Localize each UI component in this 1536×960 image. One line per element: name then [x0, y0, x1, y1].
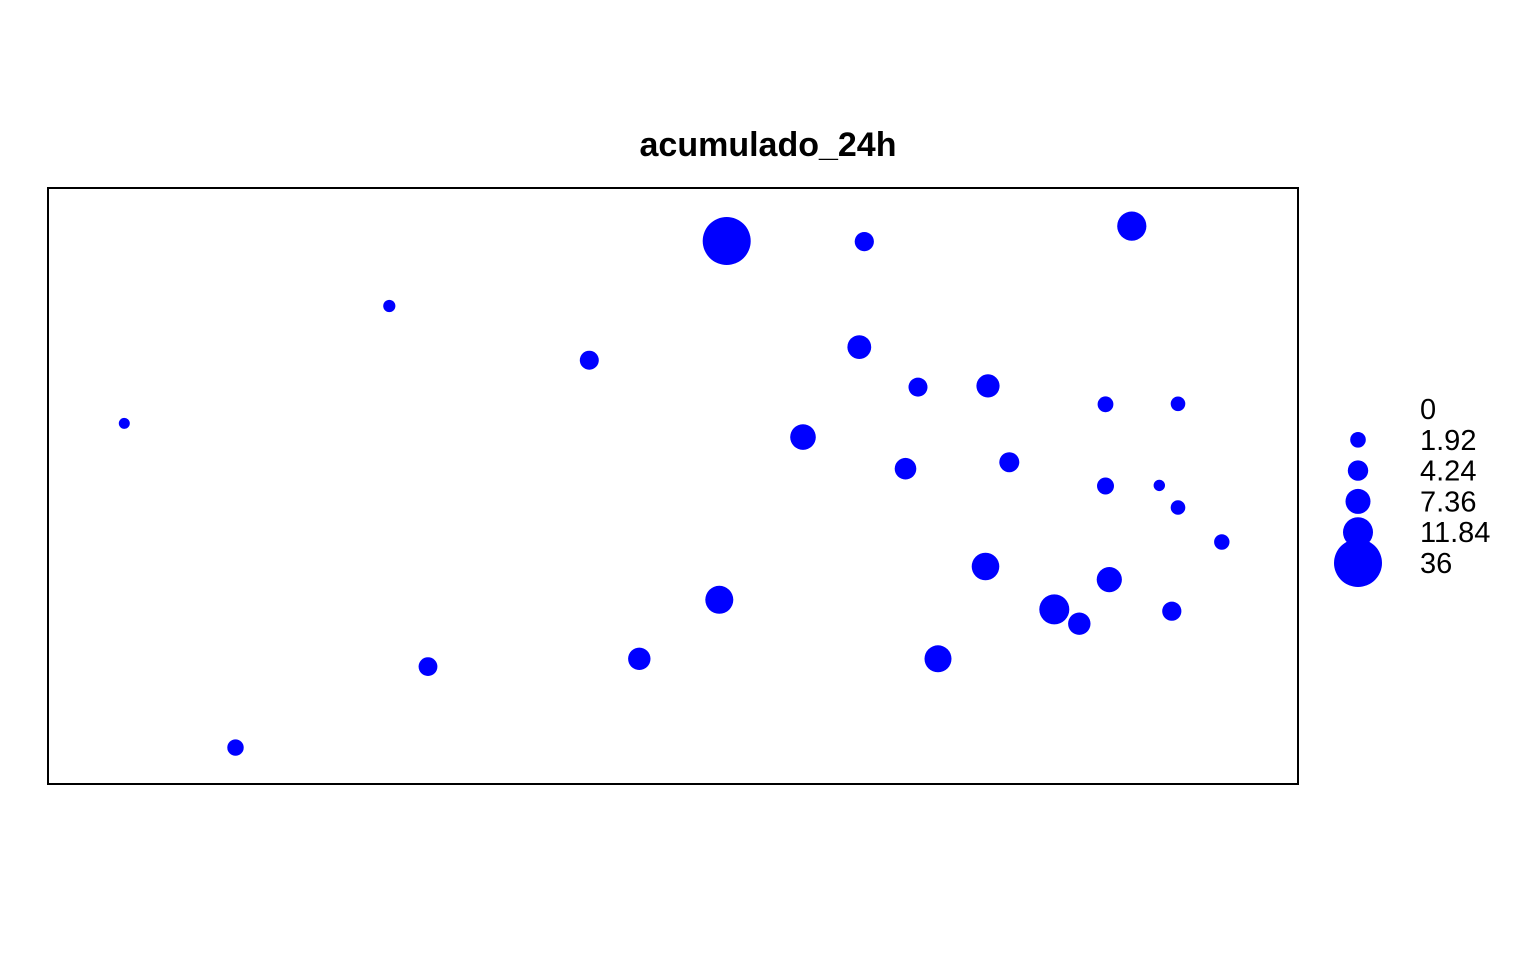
- data-point: [1068, 612, 1091, 635]
- data-point: [924, 645, 952, 673]
- data-point: [971, 552, 1000, 581]
- data-point: [790, 424, 816, 450]
- data-point: [894, 457, 917, 480]
- data-point: [1214, 534, 1230, 550]
- data-point: [1096, 567, 1122, 593]
- data-point: [628, 647, 651, 670]
- data-point: [579, 350, 599, 370]
- legend-label: 1.92: [1420, 425, 1476, 457]
- legend-symbol: [1343, 517, 1373, 548]
- data-point: [1039, 594, 1070, 625]
- legend-symbol: [1345, 488, 1371, 514]
- data-point: [1117, 211, 1147, 241]
- data-point: [1097, 396, 1114, 413]
- data-point: [976, 374, 1000, 398]
- data-point: [227, 739, 244, 756]
- data-point: [1153, 479, 1166, 492]
- legend-symbol: [1350, 432, 1366, 448]
- legend-symbol: [1334, 539, 1382, 587]
- chart-title: acumulado_24h: [640, 126, 897, 164]
- data-point: [702, 217, 751, 265]
- data-point: [705, 585, 734, 614]
- data-point: [908, 377, 928, 397]
- legend-label: 7.36: [1420, 486, 1476, 518]
- data-point: [418, 657, 438, 676]
- data-point: [854, 232, 874, 252]
- plot-frame: [47, 187, 1299, 785]
- data-point: [1170, 396, 1186, 412]
- legend-label: 36: [1420, 548, 1452, 580]
- data-point: [999, 452, 1020, 473]
- data-point: [383, 299, 396, 313]
- data-point: [1097, 477, 1114, 495]
- data-point: [118, 417, 130, 429]
- data-points-layer: [118, 211, 1230, 756]
- data-point: [1162, 601, 1182, 621]
- data-point: [1170, 500, 1186, 515]
- legend-label: 0: [1420, 394, 1436, 426]
- legend-label: 11.84: [1420, 517, 1490, 549]
- data-point: [847, 335, 872, 359]
- legend-symbol: [1347, 460, 1369, 481]
- legend-label: 4.24: [1420, 456, 1476, 488]
